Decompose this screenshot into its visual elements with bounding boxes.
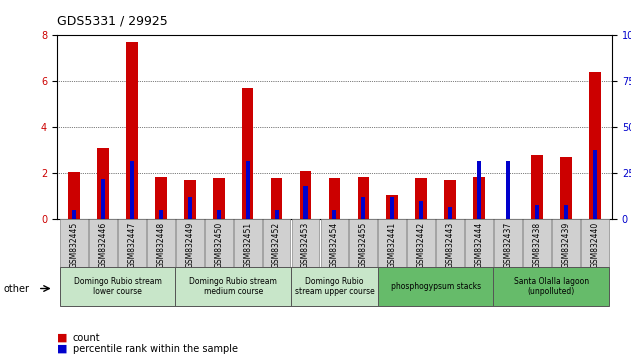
- Bar: [188, 198, 192, 219]
- FancyBboxPatch shape: [292, 219, 319, 267]
- Text: GSM832440: GSM832440: [590, 222, 599, 268]
- FancyBboxPatch shape: [89, 219, 117, 267]
- FancyBboxPatch shape: [176, 219, 204, 267]
- Text: GDS5331 / 29925: GDS5331 / 29925: [57, 14, 168, 27]
- FancyBboxPatch shape: [350, 219, 377, 267]
- Text: GSM832455: GSM832455: [359, 222, 368, 268]
- Text: GSM832443: GSM832443: [445, 222, 454, 268]
- Bar: [126, 42, 138, 219]
- FancyBboxPatch shape: [523, 219, 551, 267]
- Text: GSM832453: GSM832453: [301, 222, 310, 268]
- Bar: [593, 149, 597, 219]
- Text: Domingo Rubio
stream upper course: Domingo Rubio stream upper course: [295, 277, 374, 296]
- Bar: [213, 178, 225, 219]
- Text: phosphogypsum stacks: phosphogypsum stacks: [391, 282, 481, 291]
- FancyBboxPatch shape: [61, 219, 88, 267]
- Bar: [419, 201, 423, 219]
- FancyBboxPatch shape: [291, 267, 378, 306]
- Bar: [444, 181, 456, 219]
- Text: GSM832449: GSM832449: [186, 222, 194, 268]
- FancyBboxPatch shape: [147, 219, 175, 267]
- Text: Domingo Rubio stream
medium course: Domingo Rubio stream medium course: [189, 277, 277, 296]
- Text: other: other: [3, 284, 29, 293]
- Text: count: count: [73, 333, 100, 343]
- Bar: [304, 186, 307, 219]
- Bar: [130, 161, 134, 219]
- Text: GSM832451: GSM832451: [243, 222, 252, 268]
- Bar: [159, 210, 163, 219]
- FancyBboxPatch shape: [378, 267, 493, 306]
- FancyBboxPatch shape: [494, 219, 522, 267]
- Text: GSM832446: GSM832446: [98, 222, 107, 268]
- Text: GSM832438: GSM832438: [533, 222, 541, 268]
- Text: percentile rank within the sample: percentile rank within the sample: [73, 344, 237, 354]
- Text: GSM832439: GSM832439: [562, 222, 570, 268]
- Bar: [155, 177, 167, 219]
- FancyBboxPatch shape: [408, 219, 435, 267]
- Bar: [72, 210, 76, 219]
- Text: GSM832450: GSM832450: [215, 222, 223, 268]
- FancyBboxPatch shape: [379, 219, 406, 267]
- Bar: [358, 177, 369, 219]
- Bar: [386, 195, 398, 219]
- Bar: [300, 171, 311, 219]
- Bar: [329, 178, 340, 219]
- Bar: [333, 210, 336, 219]
- Bar: [245, 161, 250, 219]
- FancyBboxPatch shape: [552, 219, 580, 267]
- FancyBboxPatch shape: [493, 267, 609, 306]
- Text: GSM832444: GSM832444: [475, 222, 483, 268]
- Bar: [473, 177, 485, 219]
- Bar: [184, 181, 196, 219]
- Bar: [97, 148, 109, 219]
- FancyBboxPatch shape: [60, 267, 175, 306]
- Text: ■: ■: [57, 333, 68, 343]
- Bar: [390, 198, 394, 219]
- Text: GSM832442: GSM832442: [416, 222, 426, 268]
- FancyBboxPatch shape: [581, 219, 609, 267]
- FancyBboxPatch shape: [205, 219, 233, 267]
- Bar: [589, 72, 601, 219]
- Bar: [101, 179, 105, 219]
- Bar: [477, 161, 481, 219]
- Text: GSM832454: GSM832454: [330, 222, 339, 268]
- Bar: [506, 161, 510, 219]
- Bar: [563, 205, 568, 219]
- Text: GSM832437: GSM832437: [504, 222, 512, 268]
- FancyBboxPatch shape: [118, 219, 146, 267]
- Text: GSM832447: GSM832447: [127, 222, 136, 268]
- Text: Santa Olalla lagoon
(unpolluted): Santa Olalla lagoon (unpolluted): [514, 277, 589, 296]
- FancyBboxPatch shape: [175, 267, 291, 306]
- Text: GSM832445: GSM832445: [69, 222, 79, 268]
- Bar: [531, 155, 543, 219]
- Text: ■: ■: [57, 344, 68, 354]
- Text: GSM832441: GSM832441: [388, 222, 397, 268]
- Bar: [68, 172, 80, 219]
- FancyBboxPatch shape: [436, 219, 464, 267]
- Bar: [415, 178, 427, 219]
- Bar: [535, 205, 539, 219]
- Text: Domingo Rubio stream
lower course: Domingo Rubio stream lower course: [74, 277, 162, 296]
- Bar: [448, 207, 452, 219]
- Bar: [560, 157, 572, 219]
- FancyBboxPatch shape: [465, 219, 493, 267]
- FancyBboxPatch shape: [321, 219, 348, 267]
- Bar: [242, 88, 254, 219]
- Bar: [274, 210, 279, 219]
- FancyBboxPatch shape: [262, 219, 290, 267]
- Text: GSM832452: GSM832452: [272, 222, 281, 268]
- Bar: [362, 198, 365, 219]
- Text: GSM832448: GSM832448: [156, 222, 165, 268]
- Bar: [271, 178, 282, 219]
- FancyBboxPatch shape: [233, 219, 261, 267]
- Bar: [216, 210, 221, 219]
